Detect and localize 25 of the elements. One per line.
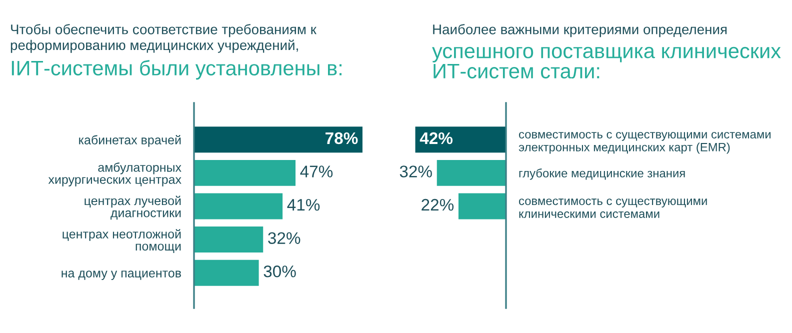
bar [194,126,362,153]
data-label: 47% [300,166,333,178]
y-tick-label: на дому у пациентов [62,270,181,280]
text: Наиболее важными критериями определения [433,24,727,38]
y-tick-label: совместимость с существующими системами электронных медицинских карт (EMR) [518,132,770,154]
data-label: 78% [326,132,358,144]
data-label: 30% [264,266,296,278]
y-tick-label: центрах лучевой диагностики [84,196,181,220]
y-tick-label: центрах неотложной помощи [62,229,181,253]
chart-title: Чтобы обеспечить соответствие требованиям к реформированию медицинских учреждений, [10,24,316,53]
y-tick-label: амбулаторных хирургических центрах [48,162,182,186]
data-label: 41% [287,198,320,211]
bar [194,160,296,186]
data-label: 32% [268,232,300,244]
bar [194,193,283,220]
data-label: 32% [400,166,432,178]
text: успешного поставщика клинических ИТ-систем стали: [432,46,781,78]
y-tick-label: глубокие медицинские знания [519,168,685,180]
bar [194,260,259,286]
bar [194,226,264,253]
chart-subtitle: IИТ-системы были установлены в: [12,60,342,80]
y-tick-label: кабинетах врачей [79,134,181,147]
y-tick-label: совместимость с существующими клиническими системами [519,198,707,218]
data-label: 42% [420,132,453,144]
data-label: 22% [422,198,454,211]
